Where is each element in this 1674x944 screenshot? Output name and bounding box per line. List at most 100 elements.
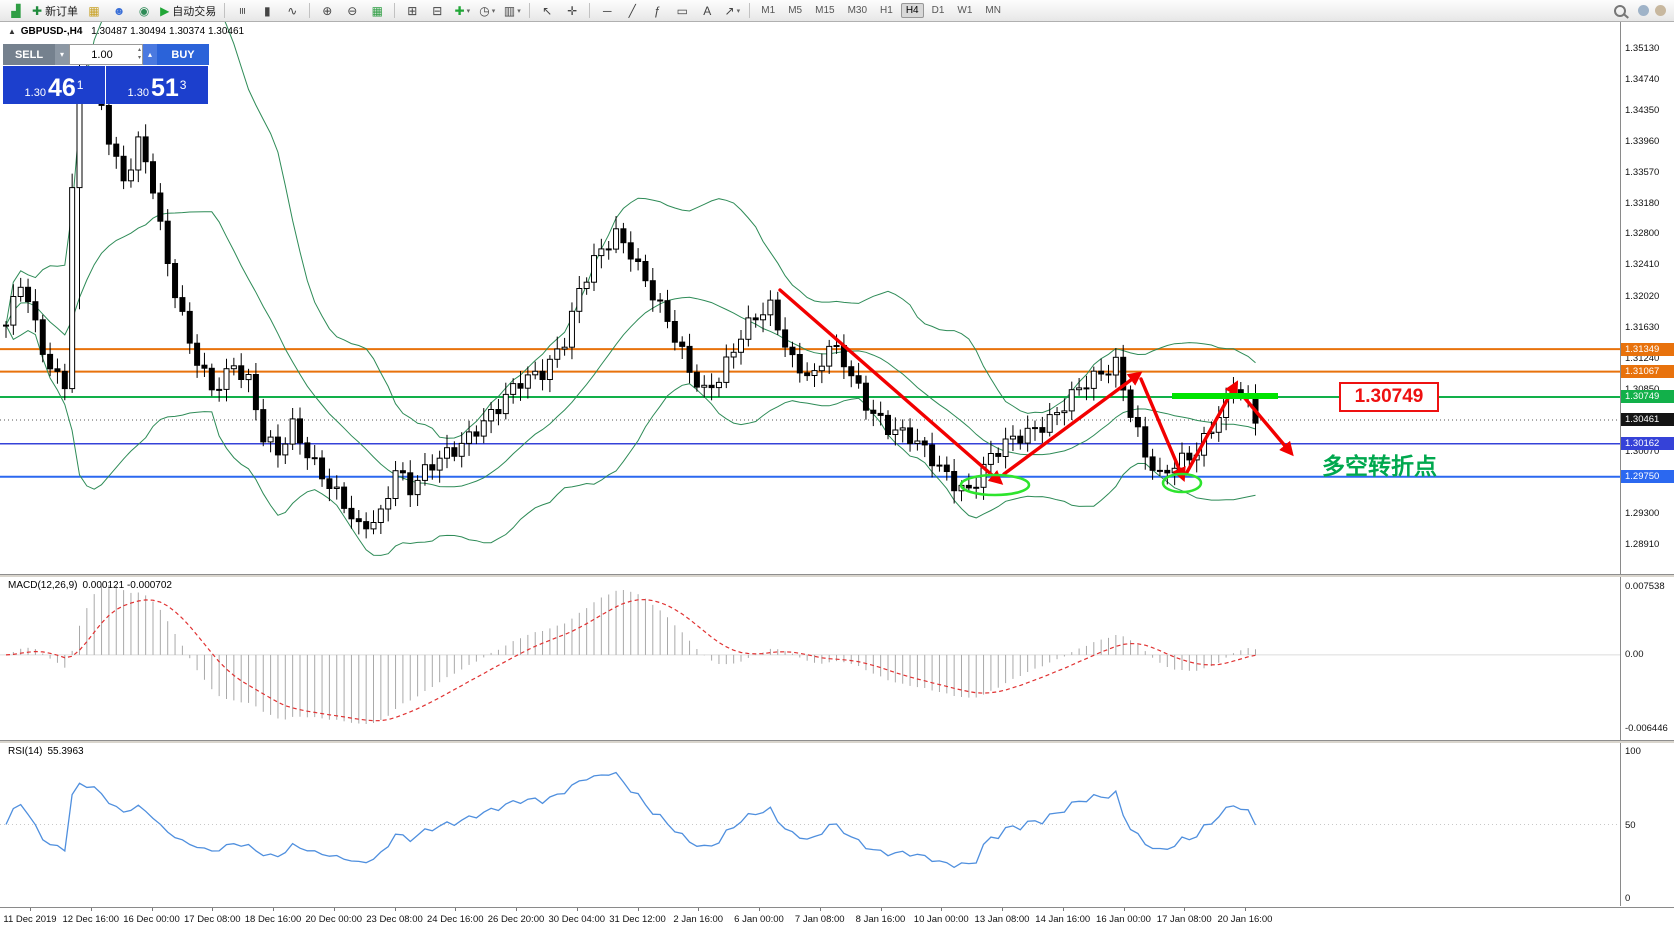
rsi-name: RSI(14) [8,746,43,757]
zoom-out-icon[interactable]: ⊖ [340,1,364,21]
time-tick [1123,908,1125,911]
buy-options-caret[interactable]: ▴ [143,44,157,65]
cursor-icon: ↖ [542,3,553,18]
buy-price-box[interactable]: 1.30 51 3 [106,66,208,104]
sell-options-caret[interactable]: ▾ [55,44,69,65]
bottom-ellipses [959,472,1203,497]
sell-price-box[interactable]: 1.30 46 1 [3,66,105,104]
text-icon: A [703,3,712,18]
price-scale[interactable]: 1.35130 1.34740 1.34350 1.33960 1.33570 1.331… [1620,22,1674,574]
rsi-scale[interactable]: 100 50 0 [1620,743,1674,906]
lot-down-icon[interactable]: ▾ [137,55,141,61]
time-axis[interactable]: 11 Dec 2019 12 Dec 16:00 16 Dec 00:00 17 De… [0,907,1674,934]
chevron-down-icon: ▾ [736,7,741,15]
line-chart-icon[interactable]: ∿ [280,1,304,21]
grid-icon[interactable]: ▦ [365,1,389,21]
panel-separator[interactable] [0,574,1674,577]
market-watch-icon: ▟ [11,3,21,18]
chart-window-icon: ▦ [88,3,100,18]
price-tag: 1.30749 [1621,390,1674,403]
trendline-icon: ╱ [628,3,636,18]
add-indicator-icon[interactable]: ✚ ▾ [450,1,474,21]
periods-icon[interactable]: ◷ ▾ [475,1,499,21]
timeframe-m15[interactable]: M15 [815,5,835,16]
timeframe-m5[interactable]: M5 [788,5,803,16]
timeframe-h4[interactable]: H4 [900,3,924,18]
new-order-button[interactable]: ✚ 新订单 [29,1,81,21]
fibo-icon[interactable]: ƒ [645,1,669,21]
chevron-down-icon: ▾ [491,7,496,15]
templates-icon[interactable]: ▥ ▾ [500,1,524,21]
connection-icon[interactable] [1655,5,1666,16]
periods-icon: ◷ [479,3,490,18]
macd-scale-label: 0.007538 [1625,581,1665,592]
market-watch-icon[interactable]: ▟ [4,1,28,21]
community-icon[interactable] [1638,5,1649,16]
turning-point-note[interactable]: 多空转折点 [1322,453,1437,479]
sell-button[interactable]: SELL [3,44,55,65]
history-center-icon: ◉ [138,3,150,18]
timeframe-mn[interactable]: MN [985,5,1001,16]
bar-chart-icon[interactable]: ≡ [230,1,254,21]
sell-price-figure: 1.30 [24,87,46,99]
macd-label: MACD(12,26,9) 0.000121 -0.000702 [8,580,172,591]
hline-icon[interactable]: ─ [595,1,619,21]
price-scale-label: 1.28910 [1625,539,1660,550]
toolbar: ▟ ✚ 新订单 ▦ ☻ ◉ ▶ 自动交易 ≡ ▮ ∿ ⊕ ⊖ ▦ ⊞ ⊟ ✚ ▾ ◷ ▾ ▥ ▾ ↖ ✛ ─ ╱ ƒ ▭ A ↗ ▾ M1 M5… [0,0,1674,22]
chart-canvas[interactable] [0,7,1620,574]
price-scale-label: 1.34740 [1625,74,1660,85]
price-scale-label: 1.33960 [1625,136,1660,147]
panel-separator[interactable] [0,740,1674,743]
price-scale-label: 1.35130 [1625,43,1660,54]
macd-panel [0,577,1620,740]
chevron-down-icon: ▾ [466,7,471,15]
one-click-trading-panel: SELL ▾ ▴ ▾ ▴ BUY 1.30 46 1 1.30 51 3 [3,44,209,104]
sell-price-point: 1 [76,78,84,92]
candle-chart-icon: ▮ [263,3,271,18]
autotrading-button[interactable]: ▶ 自动交易 [157,1,219,21]
time-label: 13 Jan 08:00 [974,914,1030,925]
lot-up-icon[interactable]: ▴ [137,47,141,53]
buy-button[interactable]: BUY [157,44,209,65]
price-note-label[interactable]: 1.30749 [1339,382,1439,412]
symbol-marker-icon: ▲ [8,27,16,36]
time-label: 17 Jan 08:00 [1156,914,1212,925]
macd-scale[interactable]: 0.007538 0.00 -0.006446 [1620,577,1674,740]
cursor-icon[interactable]: ↖ [535,1,559,21]
price-scale-label: 1.30070 [1625,446,1660,457]
toolbar-separator [749,3,751,18]
new-order-button-label: 新订单 [45,5,79,18]
cascade-windows-icon[interactable]: ⊟ [425,1,449,21]
timeframe-m30[interactable]: M30 [847,5,868,16]
time-tick [1002,908,1003,911]
shapes-icon[interactable]: ▭ [670,1,694,21]
crosshair-icon[interactable]: ✛ [560,1,584,21]
price-scale-label: 1.32020 [1625,291,1660,302]
price-tag: 1.30461 [1621,413,1674,426]
zoom-out-icon: ⊖ [347,3,358,18]
chart-window-icon[interactable]: ▦ [82,1,106,21]
candles-layer [3,47,1259,539]
arrow-tool-icon[interactable]: ↗ ▾ [720,1,744,21]
tile-windows-icon: ⊞ [407,3,418,18]
timeframe-d1[interactable]: D1 [931,5,945,16]
lot-input[interactable] [70,45,142,64]
timeframe-w1[interactable]: W1 [957,5,973,16]
timeframe-h1[interactable]: H1 [880,5,893,16]
lot-spinner[interactable]: ▴ ▾ [138,46,141,62]
text-icon[interactable]: A [695,1,719,21]
search-icon[interactable] [1608,1,1632,21]
toolbar-right [1608,1,1670,21]
candle-chart-icon[interactable]: ▮ [255,1,279,21]
price-tag: 1.30162 [1621,437,1674,450]
fibo-icon: ƒ [653,3,661,18]
time-label: 20 Dec 00:00 [305,914,363,925]
zoom-in-icon[interactable]: ⊕ [315,1,339,21]
grid-icon: ▦ [371,3,383,18]
trendline-icon[interactable]: ╱ [620,1,644,21]
timeframe-m1[interactable]: M1 [761,5,776,16]
history-center-icon[interactable]: ◉ [132,1,156,21]
profile-icon[interactable]: ☻ [107,1,131,21]
tile-windows-icon[interactable]: ⊞ [400,1,424,21]
toolbar-separator [394,3,396,18]
